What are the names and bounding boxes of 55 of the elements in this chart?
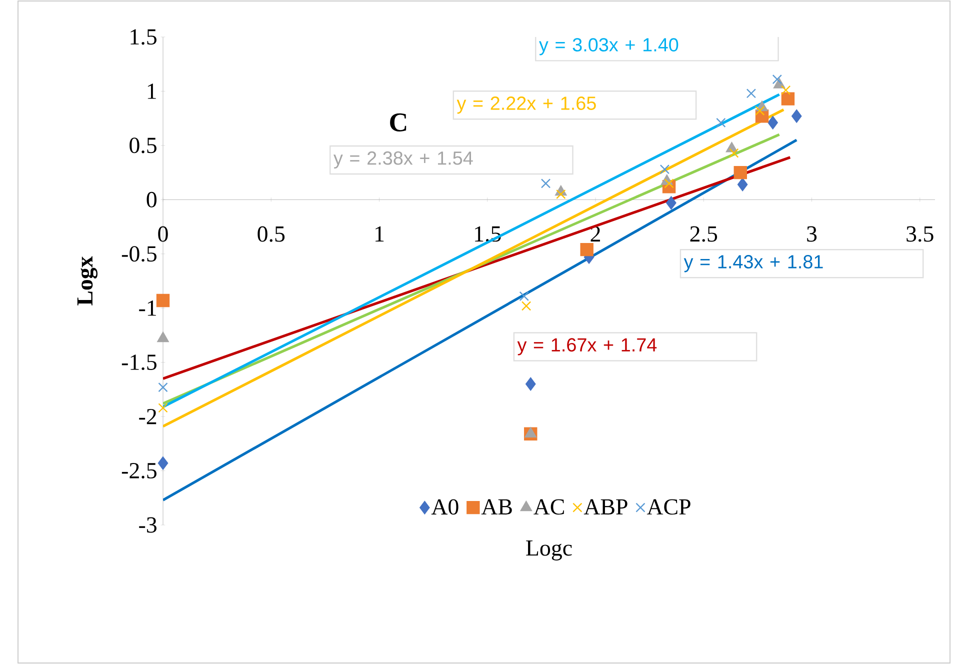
point [526,377,536,391]
y-tick-label: -0.5 [122,246,156,262]
annotation: C [390,113,406,132]
x-tick-label: 1 [376,226,384,242]
y-tick-label: -2 [139,408,156,424]
y-axis-title: Logx [77,256,98,306]
legend-label: A0 [431,499,458,515]
y-tick-label: -3 [139,517,156,533]
point [781,92,795,106]
x-tick-label: 0 [158,226,168,242]
point [666,196,676,210]
point [158,456,168,470]
annotation: y = 1.67x + 1.74 [517,338,657,356]
y-tick-label: -1.5 [122,354,156,370]
point [519,291,529,302]
point [716,118,726,128]
point [556,189,566,200]
annotation: y = 2.22x + 1.65 [456,96,596,114]
point [158,382,168,392]
point [780,85,791,95]
annotation: y = 3.03x + 1.40 [539,38,678,56]
point [158,403,168,413]
x-tick-label: 3 [807,226,817,242]
x-tick-label: 0.5 [258,226,285,242]
point [792,110,802,123]
point [156,294,170,308]
point [664,178,674,188]
annotation: y = 2.38x + 1.54 [333,151,473,169]
point [772,74,782,84]
point [755,106,765,116]
legend-label: ABP [584,499,628,514]
annotation: y = 1.43x + 1.81 [684,255,823,272]
point [157,332,169,342]
y-tick-label: 1 [148,84,156,99]
point [729,148,739,158]
point [580,242,594,256]
point [524,427,536,438]
y-tick-label: -1 [139,300,156,316]
point [768,116,778,130]
point [737,178,748,192]
y-tick-label: -2.5 [122,463,156,479]
y-tick-label: 0 [146,192,156,208]
point [521,301,532,311]
x-tick-label: 3.5 [906,226,934,242]
legend-label: ACP [646,499,690,515]
point [540,178,551,188]
y-tick-label: 1.5 [130,29,156,45]
point [746,88,756,98]
legend-label: AB [481,499,512,514]
point [660,164,670,174]
x-tick-label: 2.5 [690,226,718,242]
y-tick-label: 0.5 [130,138,156,154]
point [734,166,747,180]
legend-label: AC [534,499,564,515]
x-axis-title: Logc [526,540,572,560]
